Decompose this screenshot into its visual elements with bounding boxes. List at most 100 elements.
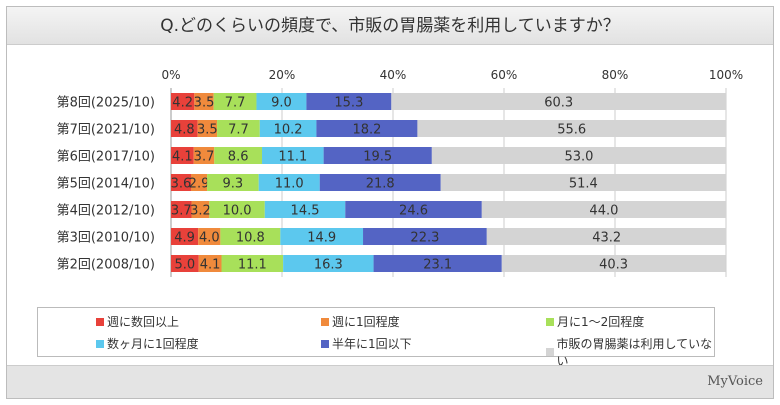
data-label: 11.0 xyxy=(275,177,304,192)
data-label: 11.1 xyxy=(278,150,307,165)
bar-segment xyxy=(171,147,194,164)
legend-swatch xyxy=(96,317,104,326)
data-label: 55.6 xyxy=(557,123,586,138)
bar-segment xyxy=(171,120,198,137)
bar-segment xyxy=(171,93,195,110)
legend-item: 半年に1回以下 xyxy=(321,335,412,352)
x-tick-label: 40% xyxy=(380,68,407,82)
legend: 週に数回以上 週に1回程度 月に1～2回程度 数ヶ月に1回程度 半年に1回以下 市販の胃腸… xyxy=(37,307,715,368)
bar-segment xyxy=(283,255,374,272)
data-label: 4.9 xyxy=(174,231,195,246)
x-tick-label: 60% xyxy=(491,68,518,82)
bar-segment xyxy=(171,201,192,218)
data-label: 14.5 xyxy=(291,204,320,219)
data-label: 9.3 xyxy=(223,177,244,192)
legend-item: 週に1回程度 xyxy=(321,313,400,330)
legend-label: 月に1～2回程度 xyxy=(557,315,645,329)
data-label: 3.5 xyxy=(194,96,215,111)
bar-segment xyxy=(217,120,260,137)
data-label: 15.3 xyxy=(334,96,363,111)
bar-segment xyxy=(345,201,482,218)
bar-segment xyxy=(440,174,726,191)
legend-swatch xyxy=(546,348,554,356)
data-label: 53.0 xyxy=(564,150,593,165)
category-label: 第3回(2010/10) xyxy=(57,231,155,246)
bar-segment xyxy=(171,228,199,245)
bar-segment xyxy=(259,120,317,137)
bar-segment xyxy=(171,174,191,191)
data-label: 19.5 xyxy=(363,150,392,165)
data-label: 44.0 xyxy=(589,204,618,219)
category-label: 第4回(2012/10) xyxy=(57,204,155,219)
bar-segment xyxy=(431,147,726,164)
data-label: 14.9 xyxy=(307,231,336,246)
data-label: 4.8 xyxy=(174,123,195,138)
data-label: 3.6 xyxy=(171,177,192,192)
bar-segment xyxy=(391,93,726,110)
bar-segment xyxy=(190,174,208,191)
category-label: 第6回(2017/10) xyxy=(57,150,155,165)
legend-item: 市販の胃腸薬は利用していない xyxy=(546,335,714,369)
bar-segment xyxy=(373,255,502,272)
bar-segment xyxy=(319,174,441,191)
bar-segment xyxy=(220,228,281,245)
data-label: 21.8 xyxy=(366,177,395,192)
bar-segment xyxy=(213,93,257,110)
bar-segment xyxy=(481,201,726,218)
legend-label: 半年に1回以下 xyxy=(332,337,412,351)
data-label: 43.2 xyxy=(592,231,621,246)
bar-segment xyxy=(258,174,320,191)
data-label: 3.2 xyxy=(190,204,211,219)
bar-segment xyxy=(191,201,210,218)
legend-label: 週に数回以上 xyxy=(107,315,180,329)
legend-item: 週に数回以上 xyxy=(96,313,179,330)
bar-segment xyxy=(193,147,215,164)
legend-label: 週に1回程度 xyxy=(332,315,400,329)
data-label: 4.1 xyxy=(200,258,221,273)
category-label: 第5回(2014/10) xyxy=(57,177,155,192)
data-label: 18.2 xyxy=(352,123,381,138)
x-tick-label: 20% xyxy=(269,68,296,82)
chart-frame: Q.どのくらいの頻度で、市販の胃腸薬を利用していますか？ 0% 20% 40% 60%… xyxy=(6,6,774,399)
data-label: 7.7 xyxy=(228,123,249,138)
bar-segment xyxy=(194,93,214,110)
myvoice-logo: MyVoice xyxy=(707,374,763,389)
bar-segment xyxy=(209,201,265,218)
bar-segment xyxy=(198,255,222,272)
data-label: 3.7 xyxy=(194,150,215,165)
x-tick-label: 100% xyxy=(709,68,743,82)
data-label: 7.7 xyxy=(225,96,246,111)
data-label: 3.7 xyxy=(171,204,192,219)
bar-segment xyxy=(323,147,432,164)
legend-swatch xyxy=(321,317,329,326)
data-label: 2.9 xyxy=(189,177,210,192)
bar-segment xyxy=(363,228,487,245)
data-label: 4.2 xyxy=(172,96,193,111)
data-label: 4.1 xyxy=(172,150,193,165)
bar-segment xyxy=(262,147,324,164)
bar-segment xyxy=(207,174,259,191)
bar-segment xyxy=(280,228,364,245)
data-label: 4.0 xyxy=(199,231,220,246)
legend-swatch xyxy=(96,339,104,348)
category-label: 第7回(2021/10) xyxy=(57,123,155,138)
legend-item: 月に1～2回程度 xyxy=(546,313,644,330)
bar-segment xyxy=(264,201,346,218)
x-tick-label: 0% xyxy=(161,68,180,82)
footer: MyVoice xyxy=(7,365,773,398)
data-label: 16.3 xyxy=(314,258,343,273)
bar-segment xyxy=(214,147,263,164)
data-label: 10.2 xyxy=(274,123,303,138)
data-label: 11.1 xyxy=(238,258,267,273)
data-label: 9.0 xyxy=(271,96,292,111)
data-label: 10.8 xyxy=(236,231,265,246)
data-label: 10.0 xyxy=(223,204,252,219)
data-label: 51.4 xyxy=(569,177,598,192)
bar-segment xyxy=(486,228,727,245)
data-label: 5.0 xyxy=(175,258,196,273)
bar-segment xyxy=(197,120,218,137)
bar-segment xyxy=(316,120,418,137)
data-label: 8.6 xyxy=(228,150,249,165)
bar-segment xyxy=(417,120,726,137)
category-label: 第8回(2025/10) xyxy=(57,96,155,111)
